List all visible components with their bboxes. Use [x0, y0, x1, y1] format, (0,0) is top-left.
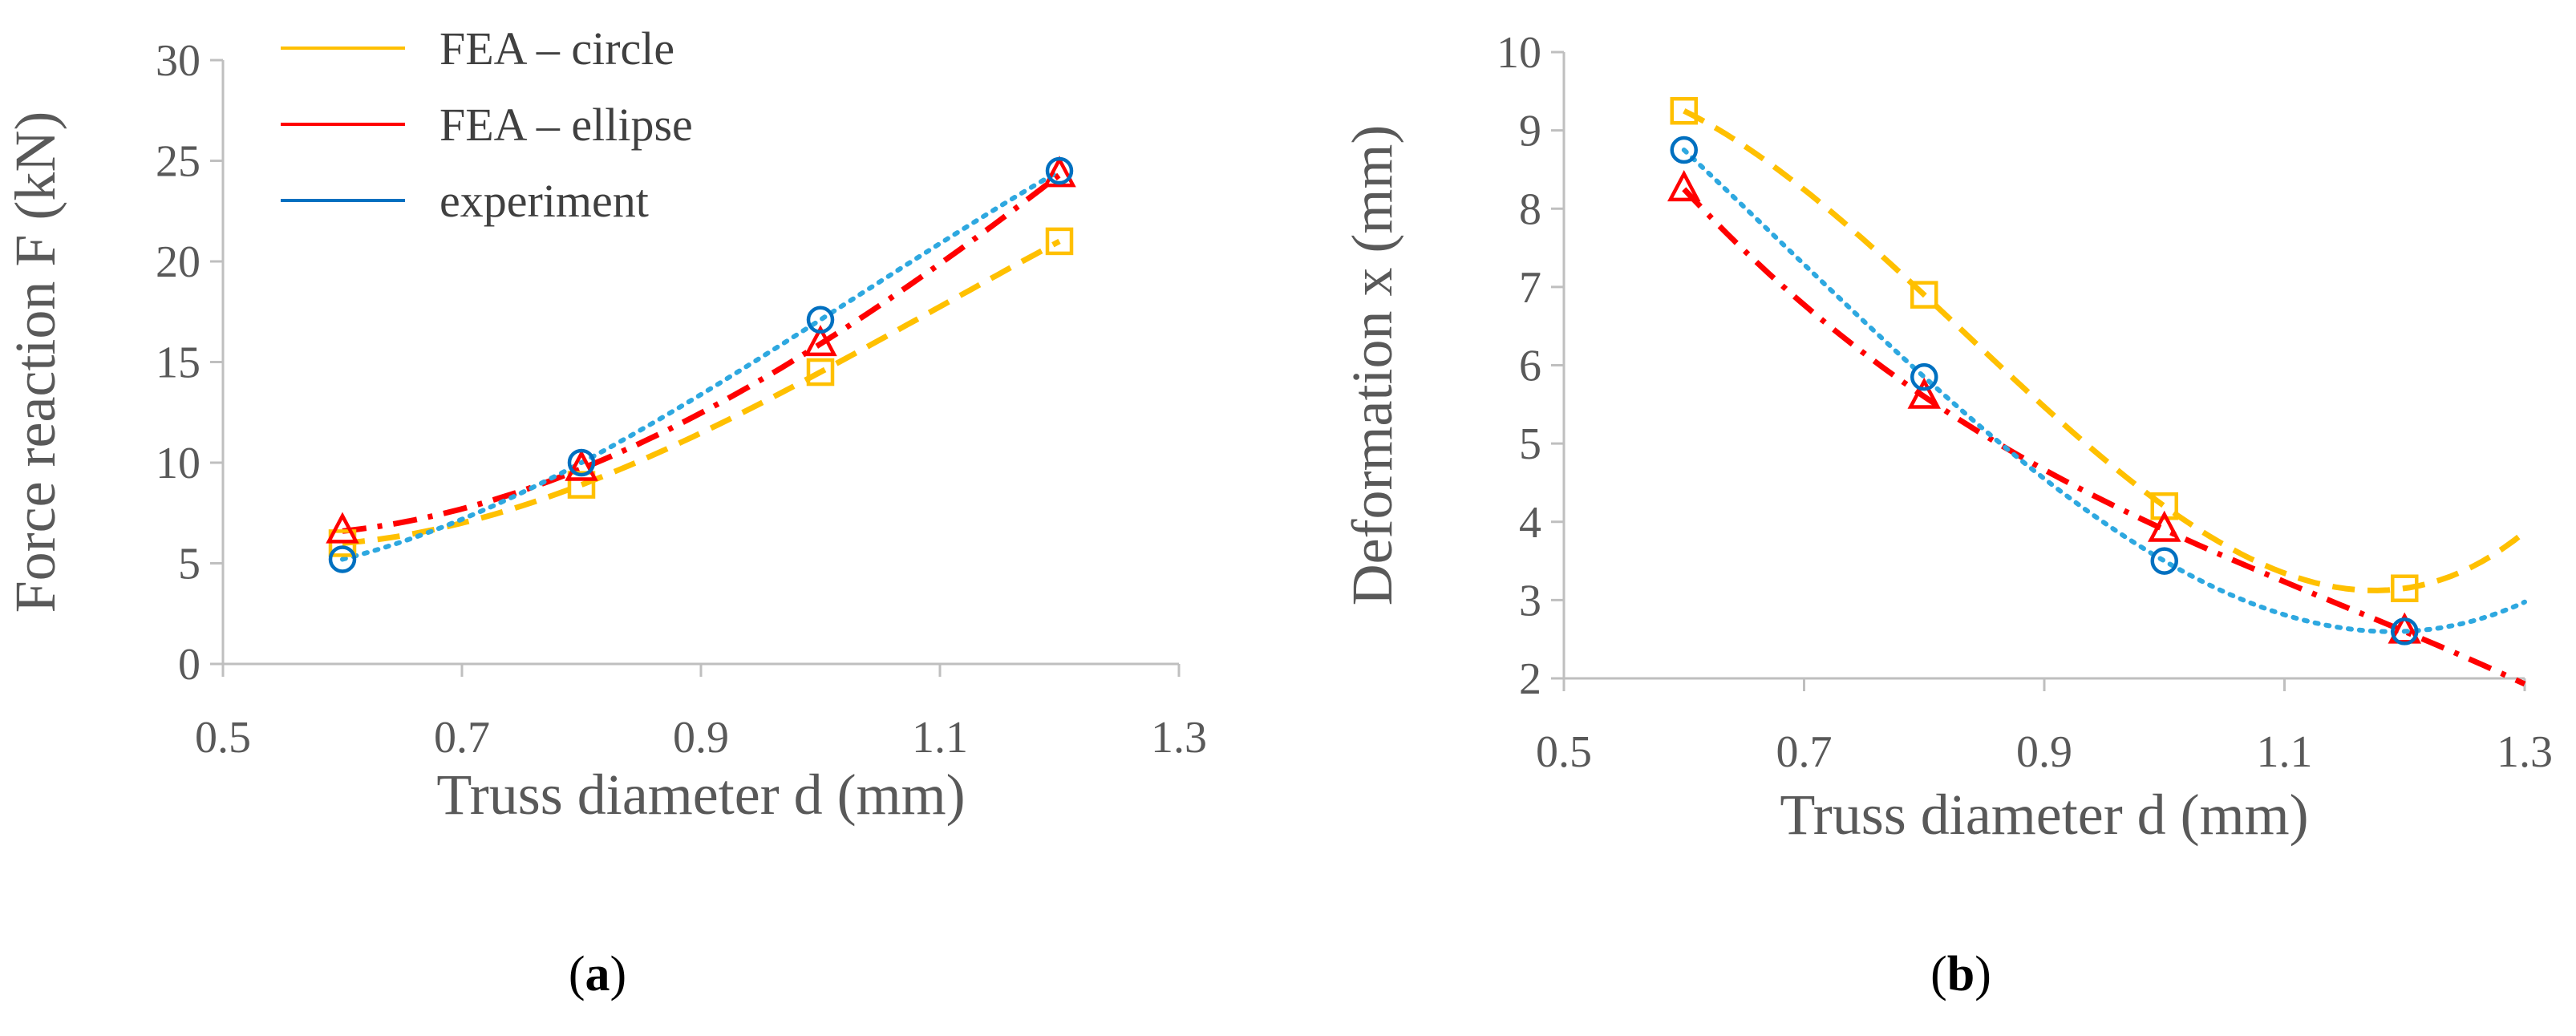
data-point-circle-square [1045, 227, 1074, 256]
data-point-circle-square [806, 358, 835, 386]
data-point-ellipse-triangle [565, 449, 598, 481]
data-point-experiment-circle [1670, 136, 1698, 164]
y-tick-label: 8 [1519, 184, 1541, 234]
data-point-circle-square [567, 471, 596, 499]
panel-label-letter: a [585, 947, 610, 1002]
x-tick-label: 0.9 [2016, 727, 2072, 777]
y-tick-label: 5 [178, 540, 200, 589]
y-tick-label: 0 [178, 640, 200, 690]
y-tick-label: 4 [1519, 498, 1541, 548]
y-tick-label: 2 [1519, 654, 1541, 704]
series-line-circle [342, 238, 1061, 546]
panel-label-close: ) [1975, 947, 1991, 1002]
data-point-ellipse-triangle [1667, 170, 1701, 202]
data-point-ellipse-triangle [2148, 510, 2181, 542]
data-point-ellipse-triangle [804, 325, 837, 357]
y-tick-label: 10 [1497, 28, 1541, 78]
y-tick-label: 30 [156, 36, 200, 86]
y-tick-label: 3 [1519, 576, 1541, 625]
data-point-ellipse-triangle [1043, 156, 1076, 188]
legend-label-circle: FEA – circle [439, 22, 674, 75]
series-line-ellipse [342, 172, 1062, 534]
y-tick-label: 5 [1519, 419, 1541, 469]
y-tick-label: 10 [156, 439, 200, 488]
data-point-ellipse-triangle [326, 512, 359, 544]
y-axis-title: Deformation x (mm) [1340, 125, 1404, 606]
data-point-experiment-circle [328, 545, 357, 573]
series-line-circle [1683, 108, 2527, 593]
x-axis-title: Truss diameter d (mm) [436, 763, 965, 827]
panel-label-open: ( [1930, 947, 1947, 1002]
data-point-experiment-circle [2150, 547, 2178, 575]
y-tick-label: 6 [1519, 342, 1541, 391]
legend: FEA – circle FEA – ellipse experiment [281, 22, 693, 227]
x-tick-label: 1.3 [2497, 727, 2553, 777]
data-point-circle-square [1910, 281, 1938, 309]
x-tick-label: 1.1 [2257, 727, 2313, 777]
x-tick-label: 1.1 [912, 713, 968, 763]
y-tick-label: 7 [1519, 263, 1541, 313]
panel-label-close: ) [610, 947, 627, 1002]
data-point-ellipse-triangle [1907, 377, 1941, 409]
x-axis-title: Truss diameter d (mm) [1780, 783, 2308, 847]
legend-label-ellipse: FEA – ellipse [439, 99, 693, 151]
legend-label-experiment: experiment [439, 175, 649, 227]
data-point-experiment-circle [1045, 156, 1074, 185]
y-tick-label: 20 [156, 237, 200, 287]
y-axis-title: Force reaction F (kN) [3, 111, 67, 613]
data-point-experiment-circle [806, 306, 835, 334]
x-tick-label: 0.9 [673, 713, 729, 763]
panel-label: (b) [1930, 947, 1991, 1002]
y-tick-label: 25 [156, 137, 200, 187]
chart-a: 0 5 10 15 20 25 30 0.5 0.7 0.9 1.1 1.3 Truss diamete… [3, 22, 1207, 1002]
series-line-experiment [340, 168, 1062, 562]
data-point-experiment-circle [567, 448, 596, 477]
data-point-experiment-circle [1910, 362, 1938, 391]
chart-b: 2 3 4 5 6 7 8 9 10 0.5 0.7 0.9 1.1 1.3 Truss diameter … [1340, 28, 2553, 1002]
x-tick-label: 0.7 [1776, 727, 1833, 777]
series-line-experiment [1681, 148, 2527, 634]
x-tick-label: 0.5 [1536, 727, 1592, 777]
x-tick-label: 0.5 [195, 713, 251, 763]
panel-label-open: ( [569, 947, 585, 1002]
x-tick-label: 0.7 [434, 713, 490, 763]
data-point-experiment-circle [2391, 617, 2419, 645]
y-tick-label: 9 [1519, 107, 1541, 156]
data-point-circle-square [1670, 96, 1698, 125]
series-line-ellipse [1682, 187, 2526, 687]
x-tick-label: 1.3 [1151, 713, 1207, 763]
panel-label: (a) [569, 947, 626, 1002]
data-point-circle-square [2391, 574, 2419, 602]
panel-label-letter: b [1947, 947, 1975, 1002]
y-tick-label: 15 [156, 338, 200, 388]
